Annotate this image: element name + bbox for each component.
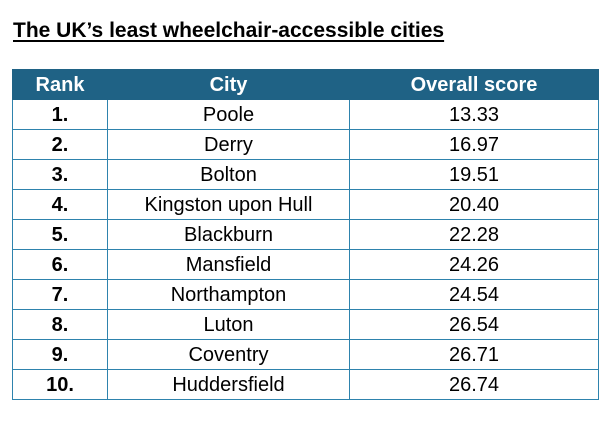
city-cell: Luton: [107, 309, 350, 340]
rank-cell: 8.: [12, 309, 108, 340]
city-cell: Derry: [107, 129, 350, 160]
score-cell: 22.28: [349, 219, 599, 250]
city-cell: Blackburn: [107, 219, 350, 250]
rank-cell: 2.: [12, 129, 108, 160]
table-row: 2. Derry 16.97: [12, 129, 599, 160]
city-cell: Huddersfield: [107, 369, 350, 400]
score-cell: 26.71: [349, 339, 599, 370]
table-row: 3. Bolton 19.51: [12, 159, 599, 190]
table-row: 4. Kingston upon Hull 20.40: [12, 189, 599, 220]
score-cell: 19.51: [349, 159, 599, 190]
rank-cell: 1.: [12, 99, 108, 130]
table-row: 9. Coventry 26.71: [12, 339, 599, 370]
rank-cell: 3.: [12, 159, 108, 190]
rank-column-header: Rank: [12, 69, 108, 100]
city-column-header: City: [107, 69, 350, 100]
table-row: 5. Blackburn 22.28: [12, 219, 599, 250]
city-cell: Poole: [107, 99, 350, 130]
table-row: 6. Mansfield 24.26: [12, 249, 599, 280]
ranking-table: Rank City Overall score 1. Poole 13.33 2…: [12, 69, 599, 400]
rank-cell: 9.: [12, 339, 108, 370]
table-header: Rank City Overall score: [12, 69, 599, 100]
table-row: 1. Poole 13.33: [12, 99, 599, 130]
score-cell: 24.26: [349, 249, 599, 280]
score-cell: 20.40: [349, 189, 599, 220]
city-cell: Northampton: [107, 279, 350, 310]
rank-cell: 4.: [12, 189, 108, 220]
score-cell: 24.54: [349, 279, 599, 310]
city-cell: Bolton: [107, 159, 350, 190]
score-cell: 16.97: [349, 129, 599, 160]
table-row: 8. Luton 26.54: [12, 309, 599, 340]
score-cell: 13.33: [349, 99, 599, 130]
city-cell: Mansfield: [107, 249, 350, 280]
city-cell: Coventry: [107, 339, 350, 370]
rank-cell: 6.: [12, 249, 108, 280]
rank-cell: 10.: [12, 369, 108, 400]
table-row: 10. Huddersfield 26.74: [12, 369, 599, 400]
score-cell: 26.54: [349, 309, 599, 340]
score-cell: 26.74: [349, 369, 599, 400]
rank-cell: 5.: [12, 219, 108, 250]
score-column-header: Overall score: [349, 69, 599, 100]
header-row: Rank City Overall score: [12, 69, 599, 100]
table-row: 7. Northampton 24.54: [12, 279, 599, 310]
city-cell: Kingston upon Hull: [107, 189, 350, 220]
rank-cell: 7.: [12, 279, 108, 310]
table-body: 1. Poole 13.33 2. Derry 16.97 3. Bolton …: [12, 99, 599, 400]
page-title: The UK’s least wheelchair-accessible cit…: [13, 19, 445, 42]
